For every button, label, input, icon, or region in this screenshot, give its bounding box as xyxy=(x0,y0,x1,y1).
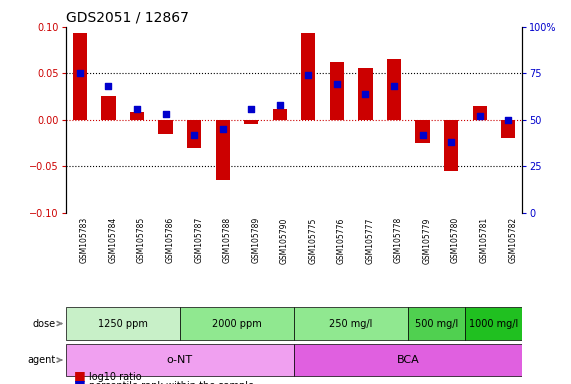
Point xyxy=(190,131,199,137)
Text: 1000 mg/l: 1000 mg/l xyxy=(469,319,518,329)
FancyBboxPatch shape xyxy=(66,307,180,340)
Text: percentile rank within the sample: percentile rank within the sample xyxy=(89,381,254,384)
Bar xyxy=(473,106,486,120)
Text: 2000 ppm: 2000 ppm xyxy=(212,319,262,329)
Point xyxy=(104,83,113,89)
Text: ■: ■ xyxy=(74,378,86,384)
Text: GSM105785: GSM105785 xyxy=(137,217,146,263)
Point xyxy=(389,83,399,89)
Point xyxy=(218,126,227,132)
Point xyxy=(247,106,256,112)
Text: 250 mg/l: 250 mg/l xyxy=(329,319,373,329)
Text: GSM105777: GSM105777 xyxy=(365,217,375,263)
Bar xyxy=(130,112,144,120)
Bar xyxy=(301,33,315,120)
Point xyxy=(132,106,142,112)
Text: GSM105778: GSM105778 xyxy=(394,217,403,263)
Bar xyxy=(244,120,258,124)
Bar xyxy=(444,120,458,171)
FancyBboxPatch shape xyxy=(408,307,465,340)
Text: GSM105789: GSM105789 xyxy=(251,217,260,263)
Text: 500 mg/l: 500 mg/l xyxy=(415,319,459,329)
Text: log10 ratio: log10 ratio xyxy=(89,372,141,382)
Text: ■: ■ xyxy=(74,369,86,382)
Point xyxy=(75,70,85,76)
Text: GSM105775: GSM105775 xyxy=(308,217,317,263)
Text: GDS2051 / 12867: GDS2051 / 12867 xyxy=(66,10,188,24)
Text: dose: dose xyxy=(33,319,62,329)
Bar xyxy=(501,120,515,138)
Bar xyxy=(330,62,344,120)
Bar xyxy=(159,120,173,134)
Text: GSM105782: GSM105782 xyxy=(508,217,517,263)
Text: GSM105781: GSM105781 xyxy=(480,217,489,263)
Point xyxy=(361,91,370,97)
Text: BCA: BCA xyxy=(397,355,420,365)
Text: GSM105787: GSM105787 xyxy=(194,217,203,263)
Bar xyxy=(387,60,401,120)
Point xyxy=(304,72,313,78)
Text: GSM105776: GSM105776 xyxy=(337,217,346,263)
Bar xyxy=(273,109,287,120)
Bar xyxy=(359,68,372,120)
Bar xyxy=(216,120,230,180)
Text: GSM105784: GSM105784 xyxy=(108,217,118,263)
FancyBboxPatch shape xyxy=(294,344,522,376)
Point xyxy=(447,139,456,145)
Text: GSM105790: GSM105790 xyxy=(280,217,289,263)
FancyBboxPatch shape xyxy=(180,307,294,340)
Text: GSM105780: GSM105780 xyxy=(451,217,460,263)
Point xyxy=(418,131,427,137)
Text: 1250 ppm: 1250 ppm xyxy=(98,319,148,329)
Text: GSM105783: GSM105783 xyxy=(80,217,89,263)
Point xyxy=(504,117,513,123)
Point xyxy=(332,81,341,88)
Text: GSM105788: GSM105788 xyxy=(223,217,232,263)
Point xyxy=(475,113,484,119)
Point xyxy=(161,111,170,117)
Text: agent: agent xyxy=(27,355,62,365)
Point xyxy=(275,102,284,108)
Bar xyxy=(73,33,87,120)
Text: GSM105779: GSM105779 xyxy=(423,217,432,263)
Bar xyxy=(187,120,202,147)
FancyBboxPatch shape xyxy=(66,344,294,376)
Bar xyxy=(416,120,430,143)
Bar xyxy=(102,96,116,120)
Text: o-NT: o-NT xyxy=(167,355,193,365)
FancyBboxPatch shape xyxy=(294,307,408,340)
Text: GSM105786: GSM105786 xyxy=(166,217,175,263)
FancyBboxPatch shape xyxy=(465,307,522,340)
